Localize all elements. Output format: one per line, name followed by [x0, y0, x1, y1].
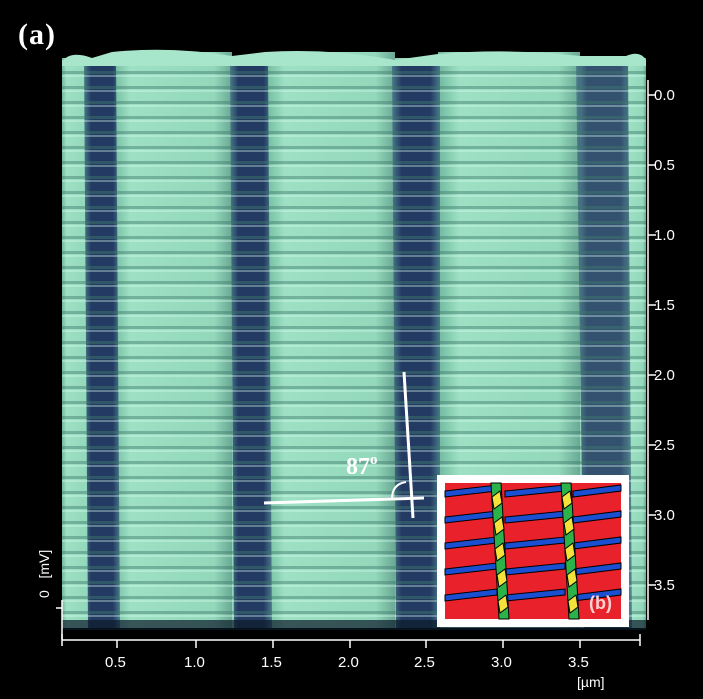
y-tick-label: 2.5	[654, 437, 675, 454]
x-tick-label: 1.5	[261, 654, 282, 671]
y-tick-label: 1.5	[654, 297, 675, 314]
x-tick-label: 3.0	[491, 654, 512, 671]
angle-annotation	[263, 371, 425, 519]
y-tick-label: 3.0	[654, 507, 675, 524]
y-tick-label: 3.5	[654, 577, 675, 594]
y-tick-label: 0.0	[654, 87, 675, 104]
panel-label-b: (b)	[589, 593, 612, 613]
z-axis	[56, 600, 63, 640]
angle-label: 87o	[346, 452, 378, 481]
surface-top-edge	[62, 49, 646, 66]
z-axis-unit: [mV]	[36, 549, 52, 579]
y-tick-label: 1.0	[654, 227, 675, 244]
panel-label-a: (a)	[18, 18, 56, 51]
x-tick-label: 1.0	[184, 654, 205, 671]
angle-unit: o	[370, 452, 378, 468]
z-axis-label: 0 [mV]	[36, 550, 52, 598]
inset-b: (b)	[437, 475, 629, 627]
x-tick-label: 0.5	[105, 654, 126, 671]
inset-yellow-segments	[491, 490, 579, 614]
z-axis-zero: 0	[36, 590, 52, 598]
y-tick-label: 2.0	[654, 367, 675, 384]
x-axis-unit: [µm]	[577, 674, 605, 690]
angle-value: 87	[346, 454, 370, 480]
x-axis	[61, 634, 641, 648]
y-axis	[647, 80, 656, 620]
x-tick-label: 2.5	[414, 654, 435, 671]
x-tick-label: 2.0	[338, 654, 359, 671]
x-tick-label: 3.5	[568, 654, 589, 671]
y-tick-label: 0.5	[654, 157, 675, 174]
